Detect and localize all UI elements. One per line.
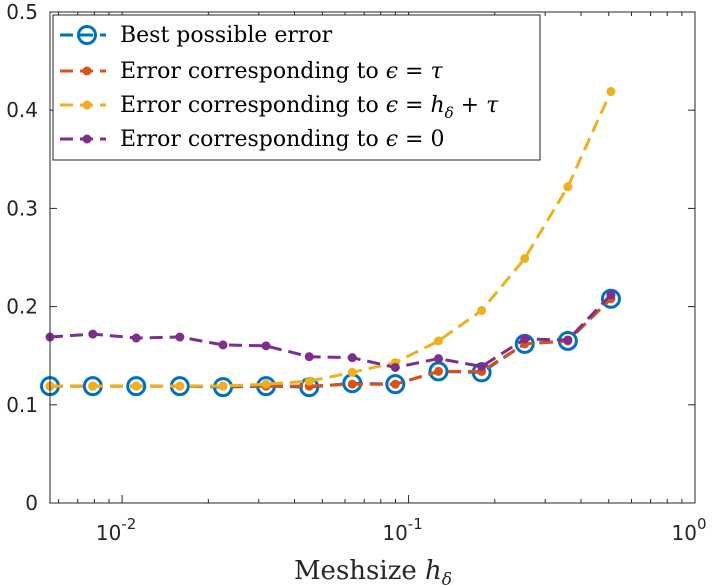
data-point [261, 341, 271, 351]
legend-label: Error corresponding to ϵ = τ [120, 59, 443, 84]
x-tick-labels: 10-2 10-1 100 [96, 515, 707, 545]
legend-label: Error corresponding to ϵ = 0 [120, 127, 444, 152]
series-4 [45, 290, 616, 372]
x-tick-label-base: 10 [382, 521, 407, 545]
legend-swatch-marker [82, 66, 92, 76]
legend-label-part: δ [445, 104, 454, 122]
data-point [304, 352, 314, 362]
data-series [40, 87, 621, 398]
legend-label-part: = [398, 59, 430, 84]
data-point [563, 182, 573, 192]
legend-label: Error corresponding to ϵ = hδ + τ [120, 93, 499, 122]
legend: Best possible error Error corresponding t… [52, 14, 541, 161]
data-point [261, 379, 271, 389]
data-point [175, 381, 185, 391]
x-axis-title-subscript: δ [442, 570, 452, 585]
x-tick-label-base: 10 [672, 521, 697, 545]
data-point [131, 333, 141, 343]
y-tick-label: 0.4 [6, 98, 38, 122]
data-point [390, 362, 400, 372]
data-point [126, 376, 147, 397]
legend-label-part: τ [430, 59, 443, 84]
legend-swatch-marker [77, 25, 97, 45]
x-tick-label: 10-1 [382, 515, 422, 545]
legend-item: Error corresponding to ϵ = hδ + τ [60, 93, 499, 122]
x-axis-title: Meshsize hδ [294, 556, 452, 585]
legend-label-part: τ [486, 93, 499, 118]
data-point [433, 366, 443, 376]
data-point [88, 381, 98, 391]
y-tick-label: 0 [25, 491, 38, 515]
data-point [175, 332, 185, 342]
x-axis-title-symbol: h [425, 556, 442, 585]
plot-frame [49, 11, 696, 504]
data-point [477, 306, 487, 316]
data-point [218, 381, 228, 391]
data-point [520, 334, 530, 344]
data-point [88, 329, 98, 339]
data-point [600, 288, 621, 309]
data-point [606, 290, 616, 300]
legend-label-part: = [398, 93, 430, 118]
x-tick-label-base: 10 [96, 521, 121, 545]
series-line [49, 293, 612, 369]
legend-swatch-marker [82, 100, 92, 110]
data-point [347, 367, 357, 377]
legend-label-part: ϵ [386, 59, 398, 84]
y-tick-label: 0.5 [6, 0, 38, 24]
legend-item: Error corresponding to ϵ = 0 [60, 127, 444, 152]
series-line [50, 90, 613, 388]
data-point [131, 381, 141, 391]
data-point [563, 335, 573, 345]
legend-box [52, 14, 541, 161]
legend-label-part: ϵ [386, 127, 398, 152]
y-tick-label: 0.3 [6, 196, 38, 220]
legend-label-part: + [454, 93, 486, 118]
legend-label-part: ϵ [386, 93, 398, 118]
legend-label-part: h [430, 93, 444, 118]
x-tick-label-exponent: -2 [121, 515, 136, 533]
data-point [304, 376, 314, 386]
legend-item: Error corresponding to ϵ = τ [60, 59, 443, 84]
data-point [606, 87, 616, 97]
series-3 [45, 87, 616, 391]
data-point [520, 253, 530, 263]
legend-item: Best possible error [60, 23, 333, 48]
y-tick-labels: 0 0.1 0.2 0.3 0.4 0.5 [6, 0, 38, 515]
x-tick-label-exponent: 0 [697, 515, 707, 533]
legend-label-part: 0 [430, 127, 444, 152]
legend-label-part: = [398, 127, 430, 152]
y-tick-label: 0.2 [6, 295, 38, 319]
data-point [347, 353, 357, 363]
legend-swatch-marker [82, 134, 92, 144]
x-tick-label: 10-2 [96, 515, 136, 545]
legend-label-part: Error corresponding to [120, 93, 386, 118]
data-point [347, 379, 357, 389]
data-point [477, 362, 487, 372]
data-point [433, 354, 443, 364]
legend-label: Best possible error [120, 23, 333, 48]
legend-label-part: Best possible error [120, 23, 333, 48]
x-tick-label: 100 [672, 515, 707, 545]
data-point [433, 336, 443, 346]
x-tick-label-exponent: -1 [408, 515, 423, 533]
y-tick-label: 0.1 [6, 393, 38, 417]
legend-label-part: Error corresponding to [120, 127, 386, 152]
legend-label-part: Error corresponding to [120, 59, 386, 84]
data-point [390, 379, 400, 389]
data-point [218, 340, 228, 350]
x-axis-title-text: Meshsize [294, 556, 417, 585]
data-point [385, 374, 406, 395]
series-line [50, 297, 612, 388]
